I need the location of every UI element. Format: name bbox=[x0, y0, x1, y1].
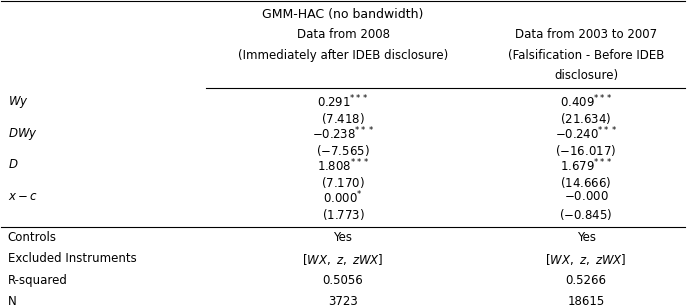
Text: $[WX,\ z,\ zWX]$: $[WX,\ z,\ zWX]$ bbox=[545, 252, 627, 267]
Text: $D$: $D$ bbox=[8, 158, 18, 171]
Text: GMM-HAC (no bandwidth): GMM-HAC (no bandwidth) bbox=[262, 8, 424, 21]
Text: $[WX,\ z,\ zWX]$: $[WX,\ z,\ zWX]$ bbox=[302, 252, 384, 267]
Text: $(21.634)$: $(21.634)$ bbox=[561, 111, 611, 126]
Text: 0.5266: 0.5266 bbox=[565, 274, 607, 286]
Text: R-squared: R-squared bbox=[8, 274, 67, 286]
Text: $(7.170)$: $(7.170)$ bbox=[321, 175, 365, 190]
Text: $x-c$: $x-c$ bbox=[8, 190, 38, 203]
Text: 0.5056: 0.5056 bbox=[323, 274, 363, 286]
Text: Yes: Yes bbox=[576, 231, 596, 244]
Text: (Falsification - Before IDEB: (Falsification - Before IDEB bbox=[508, 49, 664, 62]
Text: $(-16.017)$: $(-16.017)$ bbox=[556, 143, 617, 158]
Text: $(-0.845)$: $(-0.845)$ bbox=[559, 207, 613, 222]
Text: Data from 2008: Data from 2008 bbox=[297, 28, 390, 41]
Text: (Immediately after IDEB disclosure): (Immediately after IDEB disclosure) bbox=[238, 49, 448, 62]
Text: $-0.000$: $-0.000$ bbox=[564, 190, 609, 203]
Text: N: N bbox=[8, 295, 16, 308]
Text: $(14.666)$: $(14.666)$ bbox=[561, 175, 611, 190]
Text: Yes: Yes bbox=[333, 231, 352, 244]
Text: Excluded Instruments: Excluded Instruments bbox=[8, 252, 136, 265]
Text: $(7.418)$: $(7.418)$ bbox=[321, 111, 365, 126]
Text: $-0.240^{***}$: $-0.240^{***}$ bbox=[555, 126, 617, 143]
Text: $DWy$: $DWy$ bbox=[8, 126, 37, 142]
Text: Data from 2003 to 2007: Data from 2003 to 2007 bbox=[515, 28, 657, 41]
Text: $0.000^{*}$: $0.000^{*}$ bbox=[323, 190, 363, 207]
Text: $Wy$: $Wy$ bbox=[8, 94, 28, 110]
Text: $-0.238^{***}$: $-0.238^{***}$ bbox=[312, 126, 374, 143]
Text: $1.679^{***}$: $1.679^{***}$ bbox=[560, 158, 612, 175]
Text: $0.291^{***}$: $0.291^{***}$ bbox=[317, 94, 369, 111]
Text: $(-7.565)$: $(-7.565)$ bbox=[316, 143, 370, 158]
Text: 3723: 3723 bbox=[328, 295, 358, 308]
Text: disclosure): disclosure) bbox=[554, 69, 618, 82]
Text: $1.808^{***}$: $1.808^{***}$ bbox=[317, 158, 369, 175]
Text: $0.409^{***}$: $0.409^{***}$ bbox=[560, 94, 612, 111]
Text: 18615: 18615 bbox=[567, 295, 605, 308]
Text: Controls: Controls bbox=[8, 231, 56, 244]
Text: $(1.773)$: $(1.773)$ bbox=[322, 207, 364, 222]
